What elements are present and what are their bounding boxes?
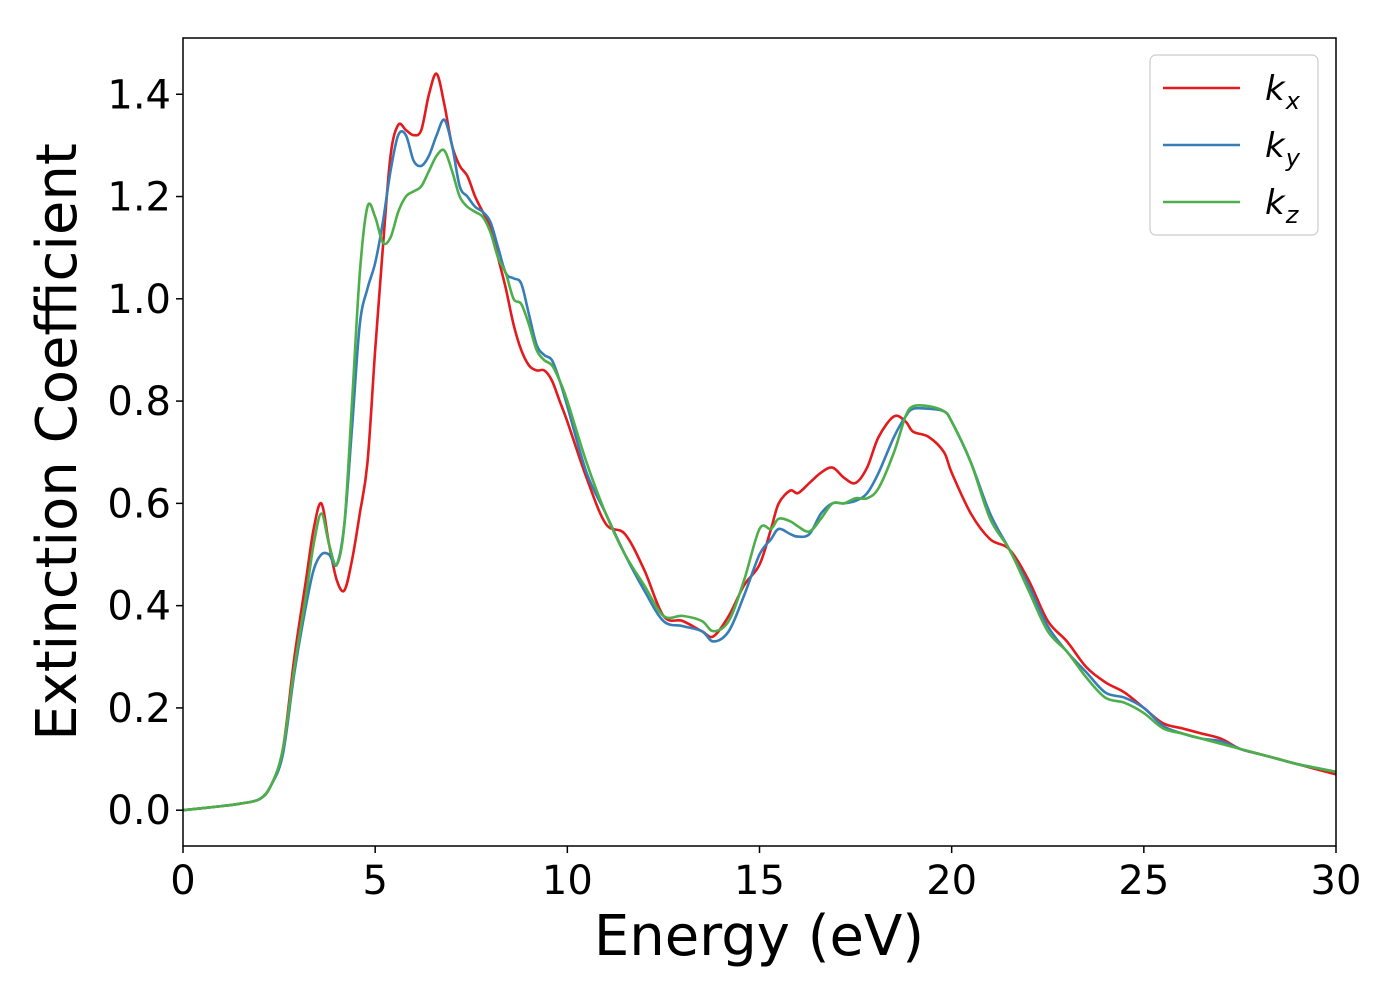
y-tick-label: 0.6 <box>107 481 171 527</box>
y-tick-label: 1.2 <box>107 175 171 221</box>
y-tick-label: 1.4 <box>107 72 171 118</box>
x-tick-label: 25 <box>1118 858 1169 904</box>
y-tick-label: 0.2 <box>107 686 171 732</box>
y-tick-label: 1.0 <box>107 277 171 323</box>
y-tick-label: 0.0 <box>107 788 171 834</box>
y-tick-label: 0.8 <box>107 379 171 425</box>
x-tick-label: 20 <box>926 858 977 904</box>
series-layer <box>183 72 1336 812</box>
series-line-k-z <box>183 148 1336 812</box>
y-axis-label: Extinction Coefficient <box>25 143 90 741</box>
x-tick-label: 30 <box>1311 858 1362 904</box>
x-axis-ticks: 0 5 10 15 20 25 30 <box>170 846 1361 904</box>
x-axis-label: Energy (eV) <box>594 904 924 969</box>
y-tick-label: 0.4 <box>107 584 171 630</box>
y-axis-ticks: 0.0 0.2 0.4 0.6 0.8 1.0 1.2 1.4 <box>107 72 183 834</box>
x-tick-label: 5 <box>362 858 387 904</box>
x-tick-label: 0 <box>170 858 195 904</box>
x-tick-label: 10 <box>542 858 593 904</box>
x-tick-label: 15 <box>734 858 785 904</box>
